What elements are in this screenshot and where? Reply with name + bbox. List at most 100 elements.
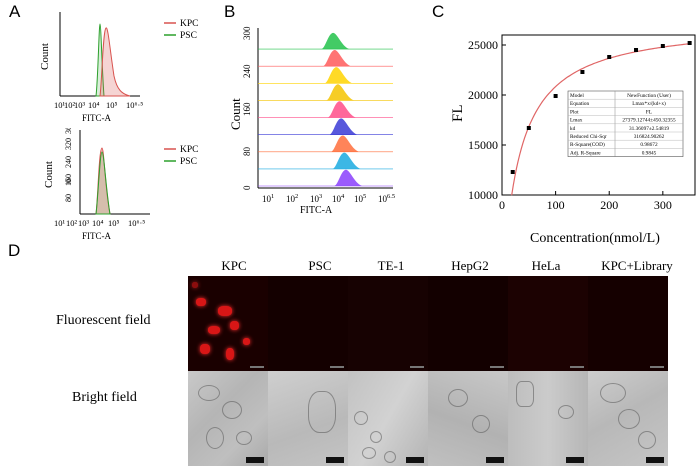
table-key: Plot [570, 109, 579, 115]
ytick: 320 [64, 138, 73, 150]
bright-field-image-te1 [348, 371, 428, 466]
row-label: Fluorescent field [56, 313, 151, 328]
scale-bar [406, 457, 424, 463]
ytick: 360 [64, 128, 73, 134]
ytick: 240 [242, 64, 252, 78]
legend-label: KPC [180, 19, 198, 29]
data-point [580, 70, 585, 74]
fluorescent-image-kpc-library [588, 276, 668, 371]
table-value: 31.36097±2.54819 [629, 126, 669, 132]
table-value: 27379.12744±450.32355 [622, 118, 676, 124]
bright-field-image-kpc-library [588, 371, 668, 466]
panel-b-xlabel: FITC-A [300, 205, 333, 216]
panel-a-bottom-xtick: 10⁴ [92, 218, 104, 228]
plot-frame [501, 34, 696, 196]
table-key: Lmax [570, 118, 583, 124]
xtick: 100 [547, 198, 565, 212]
panel-a-top-xtick: 10³ [74, 100, 86, 110]
scale-bar [570, 366, 584, 368]
legend-label: KPC [180, 145, 198, 155]
scale-bar [246, 457, 264, 463]
ytick: 80 [242, 147, 252, 157]
panel-b-ylabel: Count [228, 98, 243, 130]
table-key: kd [570, 126, 576, 132]
xtick: 0 [499, 198, 505, 212]
ridge-histogram [334, 169, 362, 186]
xtick: 104 [332, 193, 345, 204]
panel-a-bottom-xtick: 10⁶·⁵ [128, 218, 145, 228]
fit-parameter-table: Model NewFunction (User) Equation Lmax*x/(k… [567, 90, 684, 157]
ridge-histogram [330, 135, 359, 152]
data-point [660, 44, 665, 48]
data-point [687, 41, 692, 45]
scale-bar [410, 366, 424, 368]
table-key: Reduced Chi-Sqr [570, 134, 607, 140]
row-label: Bright field [72, 390, 137, 405]
panel-a-top-xtick: 10⁴ [88, 100, 100, 110]
bright-field-image-kpc [188, 371, 268, 466]
column-title: HeLa [531, 258, 561, 273]
ridge-histogram [321, 32, 350, 50]
panel-a-top-xtick: 10² [64, 100, 76, 110]
ytick: 10000 [468, 188, 498, 202]
xtick: 105 [354, 193, 366, 204]
bright-field-image-hepg2 [428, 371, 508, 466]
panel-b-stacked-histograms: 0 80 160 240 300 Count 101 102 103 104 105 10… [228, 26, 395, 216]
panel-a-top-xtick: 10¹ [54, 100, 66, 110]
scale-bar [330, 366, 344, 368]
fit-curve [511, 43, 691, 196]
table-value: NewFunction (User) [627, 92, 671, 99]
ytick: 20000 [468, 88, 498, 102]
ytick: 0 [242, 185, 252, 190]
ytick: 160 [242, 102, 252, 116]
column-title: KPC [221, 258, 247, 273]
data-point [634, 48, 639, 52]
panel-a-bottom-ylabel: Count [43, 161, 55, 188]
ridge-histogram [329, 118, 358, 135]
fluorescent-image-te1 [348, 276, 428, 371]
ridge-histogram [324, 67, 353, 84]
ridge-histogram [326, 84, 354, 101]
table-value: 0.98672 [640, 142, 658, 148]
table-key: R-Square(COD) [570, 141, 605, 148]
table-value: 0.9845 [642, 150, 657, 156]
panel-a-bottom-xtick: 10⁵ [108, 218, 120, 228]
xtick: 200 [600, 198, 618, 212]
data-point [553, 94, 558, 98]
xtick: 103 [310, 193, 322, 204]
panel-a-top-ylabel: Count [40, 43, 51, 70]
table-key: Adj. R-Square [570, 150, 601, 156]
scale-bar [486, 457, 504, 463]
column-title: PSC [308, 258, 332, 273]
column-title: TE-1 [377, 258, 405, 273]
panel-label-a: A [9, 2, 21, 21]
ytick: 300 [242, 26, 252, 40]
panel-a-top-xtick: 10⁶·⁵ [126, 100, 143, 110]
data-point [526, 126, 531, 130]
ytick: 0 [64, 179, 73, 183]
table-value: Lmax*x/(kd+x) [632, 100, 666, 107]
fluorescent-image-kpc [188, 276, 268, 371]
table-value: FL [646, 109, 652, 115]
panel-label-c: C [432, 2, 445, 21]
fluorescent-image-psc [268, 276, 348, 371]
table-key: Model [570, 93, 584, 99]
table-value: 316824.90262 [634, 134, 665, 140]
panel-a-bottom-xtick: 10¹ [54, 218, 66, 228]
column-title: KPC+Library [601, 258, 673, 273]
panel-a-top-xlabel: FITC-A [82, 113, 112, 123]
scale-bar [490, 366, 504, 368]
panel-a-bottom-xtick: 10² [66, 218, 78, 228]
ridge-histogram [322, 49, 351, 67]
bright-field-image-psc [268, 371, 348, 466]
panel-c-xlabel: Concentration(nmol/L) [530, 231, 660, 246]
panel-a-top-xtick: 10⁵ [106, 100, 118, 110]
ytick: 240 [64, 156, 73, 168]
panel-a-bottom-histogram: 0 80 160 240 320 360 Count 10¹ 10² 10³ 1… [43, 128, 198, 241]
xtick: 102 [286, 193, 298, 204]
data-point [510, 170, 515, 174]
ytick: 15000 [468, 138, 498, 152]
scale-bar [326, 457, 344, 463]
ytick: 80 [64, 194, 73, 202]
scale-bar [566, 457, 584, 463]
